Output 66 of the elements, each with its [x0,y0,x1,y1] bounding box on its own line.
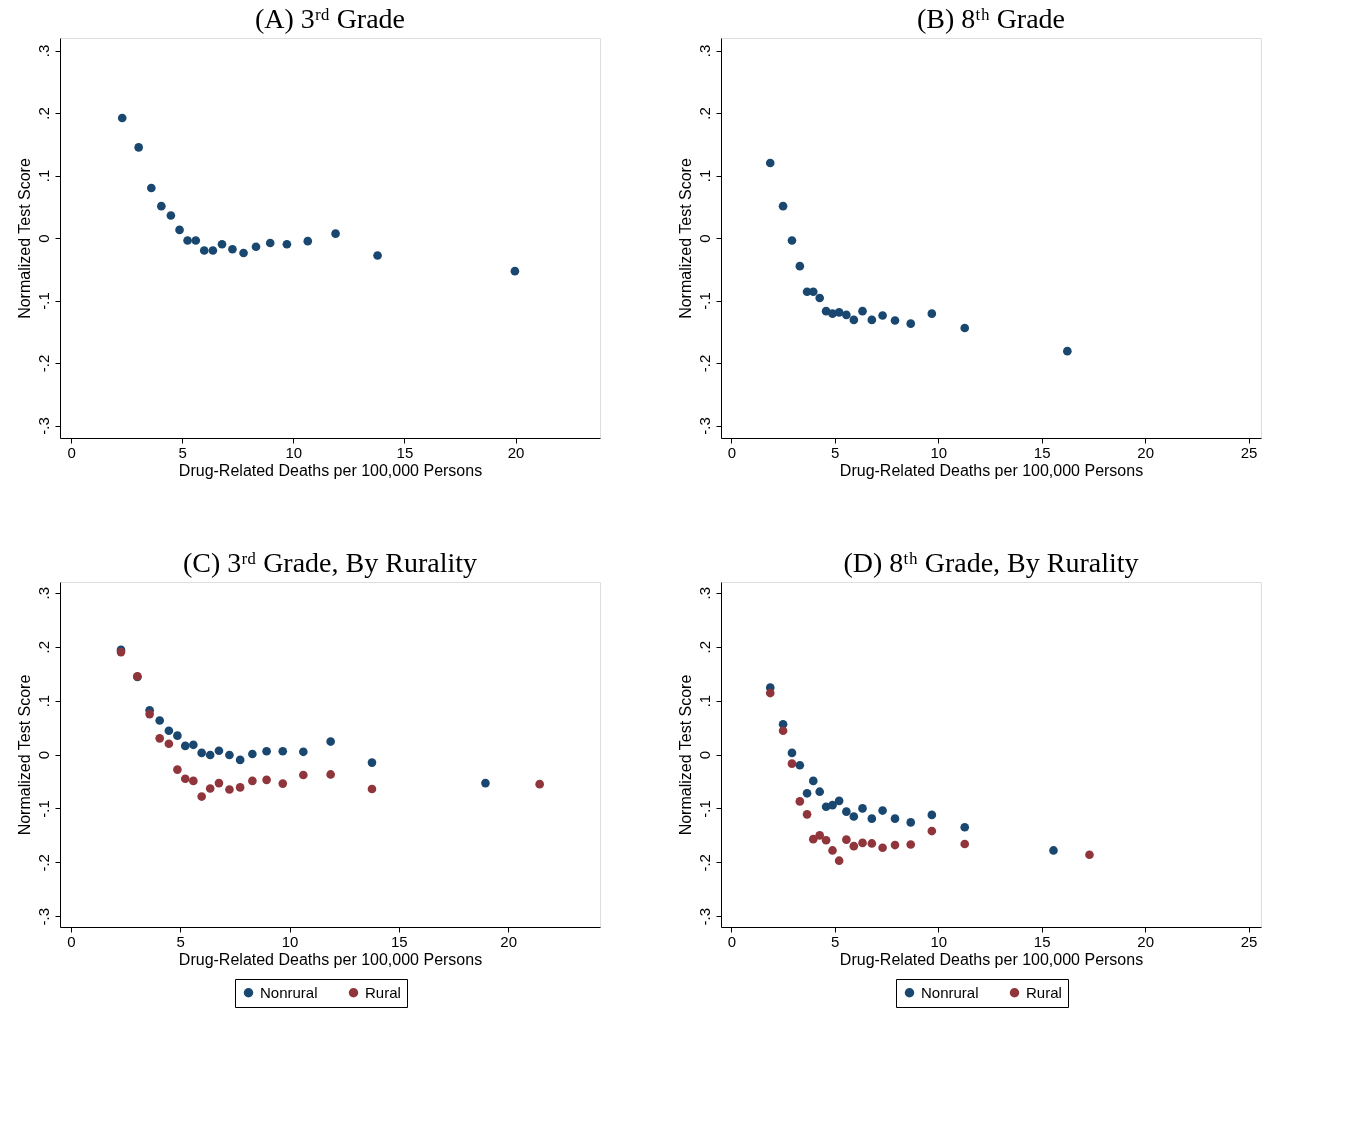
x-tick-label: 15 [1033,932,1051,950]
y-tick-label: -.2 [695,854,713,872]
x-tick-label: 20 [1137,443,1154,461]
y-tick-label: .1 [695,169,713,183]
x-tick-label: 0 [727,932,737,950]
y-tick-label: -.3 [34,907,52,926]
y-tick-label: .1 [34,169,52,183]
y-tick-label: -.1 [695,800,713,818]
x-tick-label: 15 [391,932,408,950]
y-tick-label: 0 [34,750,52,760]
legend-label: Rural [365,983,401,1001]
x-tick-label: 10 [281,932,299,950]
x-axis-title: Drug-Related Deaths per 100,000 Persons [178,950,483,968]
x-tick-label: 15 [396,443,414,461]
y-tick-label: .2 [34,640,52,654]
x-tick-label: 0 [67,932,76,950]
y-tick-label: .3 [34,44,52,58]
y-tick-label: 0 [695,234,713,243]
x-tick-label: 10 [930,443,948,461]
y-tick-label: -.1 [34,292,52,310]
y-tick-label: -.1 [695,292,713,310]
chart-title: (D) 8ᵗʰ Grade, By Rurality [843,547,1139,578]
y-tick-label: .3 [34,587,52,600]
y-tick-label: -.2 [34,854,52,872]
legend-label: Nonrural [921,983,979,1001]
legend-label: Rural [1026,983,1062,1001]
y-axis-title: Normalized Test Score [676,674,694,836]
x-tick-label: 25 [1240,932,1258,950]
x-tick-label: 5 [831,932,840,950]
y-tick-label: 0 [695,750,713,760]
y-tick-label: .2 [34,107,52,120]
x-tick-label: 20 [507,443,525,461]
legend-label: Nonrural [260,983,318,1001]
y-tick-label: .3 [695,587,713,600]
x-tick-label: 5 [831,443,840,461]
y-tick-label: -.3 [34,417,52,435]
y-tick-label: 0 [34,234,52,243]
x-tick-label: 5 [178,443,187,461]
x-tick-label: 25 [1240,443,1258,461]
x-tick-label: 15 [1033,443,1051,461]
y-tick-label: -.3 [695,907,713,926]
y-axis-title: Normalized Test Score [15,158,33,319]
y-axis-title: Normalized Test Score [15,674,33,836]
y-tick-label: .2 [695,640,713,654]
x-tick-label: 5 [176,932,185,950]
y-tick-label: .1 [695,694,713,708]
y-tick-label: -.3 [695,417,713,435]
y-tick-label: .1 [34,694,52,708]
chart-title: (C) 3ʳᵈ Grade, By Rurality [183,547,477,578]
y-tick-label: .3 [695,44,713,58]
x-tick-label: 10 [285,443,303,461]
y-axis-title: Normalized Test Score [676,158,694,319]
x-tick-label: 10 [930,932,948,950]
chart-title: (B) 8ᵗʰ Grade [916,3,1066,34]
x-tick-label: 0 [727,443,737,461]
y-tick-label: -.2 [695,354,713,373]
y-tick-label: .2 [695,107,713,120]
x-tick-label: 20 [500,932,518,950]
chart-title: (A) 3ʳᵈ Grade [254,3,406,34]
y-tick-label: -.1 [34,800,52,818]
y-tick-label: -.2 [34,354,52,373]
x-axis-title: Drug-Related Deaths per 100,000 Persons [839,950,1144,968]
x-axis-title: Drug-Related Deaths per 100,000 Persons [839,461,1144,479]
x-tick-label: 0 [67,443,76,461]
x-tick-label: 20 [1137,932,1154,950]
x-axis-title: Drug-Related Deaths per 100,000 Persons [178,461,483,479]
